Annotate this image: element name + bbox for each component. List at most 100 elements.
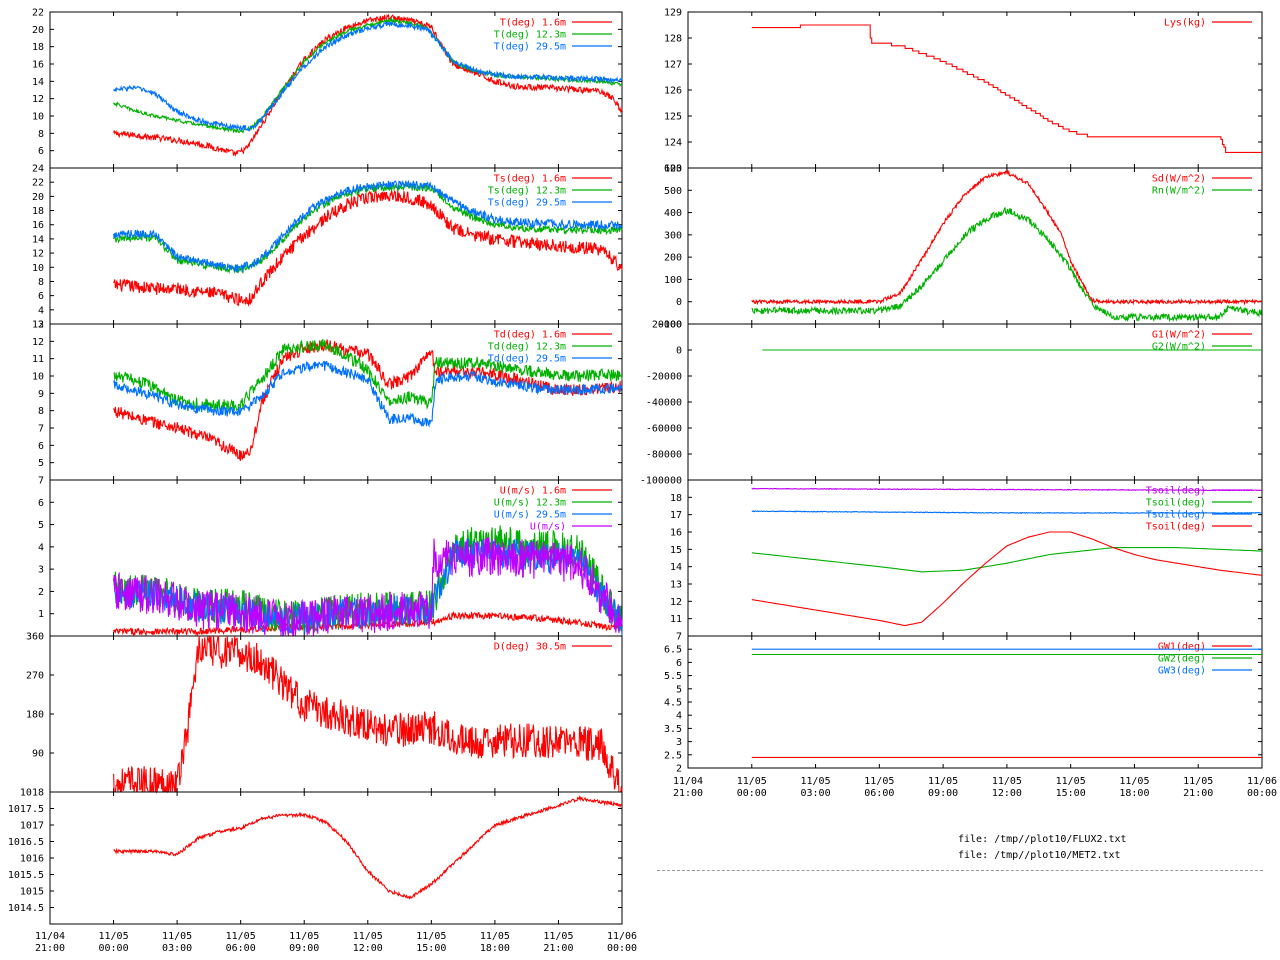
surface-temp-panel: 24681012141618202224Ts(deg) 1.6mTs(deg) … (32, 164, 622, 331)
dashboard-canvas: 6810121416182022T(deg) 1.6mT(deg) 12.3mT… (0, 0, 1280, 960)
groundwater-legend-label: GW2(deg) (1158, 654, 1206, 665)
wind-direction-panel: 90180270360D(deg) 30.5m (26, 632, 622, 793)
y-tick-label: -40000 (646, 398, 682, 409)
left-time-label: 09:00 (289, 943, 319, 954)
flux-file-label: file: /tmp//plot10/FLUX2.txt (958, 834, 1127, 845)
y-tick-label: 6.5 (664, 645, 682, 656)
y-tick-label: 1 (38, 609, 44, 620)
left-time-label: 06:00 (226, 943, 256, 954)
y-tick-label: 6 (38, 146, 44, 157)
dashed-separator (657, 870, 1263, 871)
left-time-label: 11/05 (99, 931, 129, 942)
y-tick-label: 16 (32, 220, 44, 231)
left-time-label: 00:00 (99, 943, 129, 954)
left-time-label: 11/05 (226, 931, 256, 942)
soil-temp-legend-label: Tsoil(deg) (1146, 486, 1206, 497)
y-tick-label: 8 (38, 129, 44, 140)
y-tick-label: 6 (38, 291, 44, 302)
y-tick-label: 6 (38, 498, 44, 509)
groundwater-legend-label: GW1(deg) (1158, 642, 1206, 653)
left-time-label: 12:00 (353, 943, 383, 954)
left-time-label: 11/05 (543, 931, 573, 942)
y-tick-label: 5 (38, 458, 44, 469)
y-tick-label: 5.5 (664, 671, 682, 682)
y-tick-label: -20000 (646, 372, 682, 383)
lysimeter-panel: 123124125126127128129Lys(kg) (664, 8, 1262, 175)
wind-speed-legend-label: U(m/s) 29.5m (494, 510, 566, 521)
y-tick-label: -60000 (646, 424, 682, 435)
lysimeter-series-1 (752, 25, 1262, 152)
y-tick-label: 20 (32, 192, 44, 203)
y-tick-label: 126 (664, 86, 682, 97)
right-time-label: 09:00 (928, 788, 958, 799)
surface-temp-legend-label: Ts(deg) 29.5m (488, 198, 566, 209)
right-time-label: 11/05 (864, 776, 894, 787)
right-time-label: 11/06 (1247, 776, 1277, 787)
y-tick-label: 180 (26, 710, 44, 721)
dew-point-legend-label: Td(deg) 29.5m (488, 354, 566, 365)
y-tick-label: 7 (38, 424, 44, 435)
y-tick-label: 12 (32, 249, 44, 260)
ground-heat-legend-label: G1(W/m^2) (1152, 330, 1206, 341)
left-time-label: 21:00 (543, 943, 573, 954)
y-tick-label: 8 (38, 406, 44, 417)
y-tick-label: 125 (664, 112, 682, 123)
y-tick-label: -100000 (640, 476, 682, 487)
y-tick-label: 12 (670, 597, 682, 608)
air-temp-legend-label: T(deg) 1.6m (500, 18, 566, 29)
y-tick-label: 300 (664, 230, 682, 241)
y-tick-label: 4 (38, 305, 44, 316)
y-tick-label: 7 (676, 632, 682, 643)
right-time-label: 06:00 (864, 788, 894, 799)
wind-speed-legend-label: U(m/s) (530, 522, 566, 533)
right-time-label: 11/05 (801, 776, 831, 787)
y-tick-label: 17 (670, 510, 682, 521)
radiation-legend-label: Sd(W/m^2) (1152, 174, 1206, 185)
left-time-label: 11/05 (162, 931, 192, 942)
groundwater-legend-label: GW3(deg) (1158, 666, 1206, 677)
right-time-label: 11/05 (1119, 776, 1149, 787)
radiation-series-2 (752, 208, 1262, 321)
y-tick-label: 1016 (20, 854, 44, 865)
y-tick-label: 18 (32, 206, 44, 217)
left-time-label: 11/05 (289, 931, 319, 942)
y-tick-label: 360 (26, 632, 44, 643)
y-tick-label: 600 (664, 164, 682, 175)
y-tick-label: 9 (38, 389, 44, 400)
ground-heat-legend-label: G2(W/m^2) (1152, 342, 1206, 353)
y-tick-label: 7 (38, 476, 44, 487)
y-tick-label: 129 (664, 8, 682, 19)
right-time-label: 11/05 (928, 776, 958, 787)
y-tick-label: 6 (676, 658, 682, 669)
soil-temp-legend-label: Tsoil(deg) (1146, 510, 1206, 521)
right-time-label: 12:00 (992, 788, 1022, 799)
right-time-label: 11/05 (1056, 776, 1086, 787)
y-tick-label: 270 (26, 671, 44, 682)
left-time-label: 11/06 (607, 931, 637, 942)
y-tick-label: 2.5 (664, 750, 682, 761)
y-tick-label: 16 (32, 60, 44, 71)
lysimeter-frame (688, 12, 1262, 168)
air-temp-panel: 6 8 10 12 14 16 18 20 22 T(deg) 1.6mT(deg) 12.3mT… (32, 8, 622, 169)
left-time-label: 11/05 (480, 931, 510, 942)
y-tick-label: 5 (38, 520, 44, 531)
surface-temp-legend-label: Ts(deg) 12.3m (488, 186, 566, 197)
y-tick-label: 2 (676, 764, 682, 775)
y-tick-label: 127 (664, 60, 682, 71)
y-tick-label: 2 (38, 587, 44, 598)
y-tick-label: -80000 (646, 450, 682, 461)
y-tick-label: 6 (38, 441, 44, 452)
right-time-label: 11/05 (737, 776, 767, 787)
dew-point-panel: 5678910111213Td(deg) 1.6mTd(deg) 12.3mTd… (32, 320, 622, 481)
y-tick-label: 4 (38, 542, 44, 553)
ground-heat-panel: -100000-80000-60000-40000-20000020000G1(… (640, 320, 1262, 487)
y-tick-label: 124 (664, 138, 682, 149)
y-tick-label: 20000 (652, 320, 682, 331)
wind-speed-panel: 1234567U(m/s) 1.6mU(m/s) 12.3mU(m/s) 29.… (38, 476, 622, 637)
y-tick-label: 14 (670, 562, 682, 573)
surface-temp-legend-label: Ts(deg) 1.6m (494, 174, 566, 185)
y-tick-label: 1015.5 (8, 870, 44, 881)
right-time-label: 11/05 (1183, 776, 1213, 787)
y-tick-label: 10 (32, 112, 44, 123)
right-time-label: 11/05 (992, 776, 1022, 787)
